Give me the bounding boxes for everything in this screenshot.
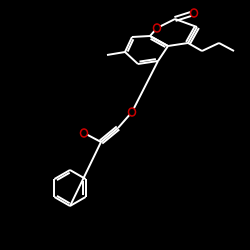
Ellipse shape	[128, 108, 136, 116]
Ellipse shape	[190, 9, 198, 17]
Ellipse shape	[80, 129, 87, 137]
Ellipse shape	[154, 24, 160, 32]
